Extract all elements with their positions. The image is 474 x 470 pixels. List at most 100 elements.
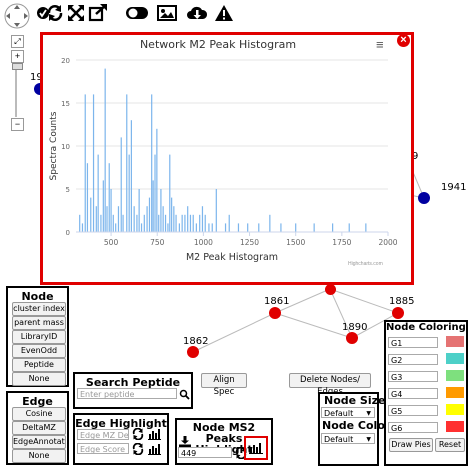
zoom-slider[interactable]	[15, 63, 17, 117]
group-g3-input[interactable]: G3	[388, 371, 438, 382]
delete-nodes-edges-button[interactable]: Delete Nodes/ Edges	[289, 373, 371, 397]
histogram-chart: 0 5 10 15 20 500 750 1000 1250 1500 1750 2000 M2 Pea…	[49, 57, 398, 263]
histogram-bar	[81, 223, 84, 232]
edge-label-deltamz-button[interactable]: DeltaMZ	[12, 421, 66, 435]
histogram-bar	[313, 223, 315, 232]
zoom-slider-handle[interactable]	[12, 63, 23, 70]
group-g5-color[interactable]	[446, 404, 464, 415]
fullscreen-icon[interactable]	[65, 3, 87, 23]
edge-label-none-button[interactable]: None	[12, 449, 66, 463]
network-node[interactable]	[187, 346, 199, 358]
edge-label-edgeannotation-button[interactable]: EdgeAnnotati	[12, 435, 66, 449]
search-icon[interactable]	[179, 387, 190, 400]
chart-menu-icon[interactable]: ≡	[376, 37, 384, 52]
histogram-bar	[152, 180, 154, 232]
zoom-out-button[interactable]: −	[11, 118, 24, 131]
histogram-bar	[108, 163, 110, 232]
histogram-bar	[171, 197, 173, 232]
ms2-histogram-button[interactable]	[244, 436, 268, 460]
histogram-bar	[130, 120, 132, 232]
edge-mz-delta-input[interactable]: Edge MZ Delta	[77, 429, 129, 440]
group-g4-input[interactable]: G4	[388, 388, 438, 399]
search-peptide-title: Search Peptide	[85, 376, 181, 389]
group-g5-input[interactable]: G5	[388, 405, 438, 416]
histogram-bar	[184, 214, 186, 232]
node-label-none-button[interactable]: None	[12, 372, 66, 386]
toggle-icon[interactable]	[124, 3, 150, 23]
x-tick-label: 1250	[240, 238, 259, 247]
group-g4-color[interactable]	[446, 387, 464, 398]
refresh-icon[interactable]	[44, 3, 66, 23]
network-node[interactable]	[392, 307, 404, 319]
histogram-bar	[79, 214, 81, 232]
node-label-evenodd-button[interactable]: EvenOdd	[12, 344, 66, 358]
pan-control[interactable]	[3, 2, 31, 30]
histogram-bar	[115, 223, 117, 232]
bar-chart-icon[interactable]	[148, 442, 161, 460]
histogram-bar	[120, 137, 122, 232]
histogram-bar	[247, 223, 249, 232]
refresh-icon[interactable]	[132, 427, 144, 445]
close-icon[interactable]: ×	[397, 34, 410, 47]
histogram-bar	[146, 206, 148, 232]
histogram-bar	[104, 68, 106, 232]
histogram-bar	[201, 206, 204, 232]
refresh-icon[interactable]	[132, 442, 144, 460]
node-size-select[interactable]: Default ▼	[321, 407, 375, 418]
group-g2-color[interactable]	[446, 353, 464, 364]
group-g2-input[interactable]: G2	[388, 354, 438, 365]
node-label-cluster-index-button[interactable]: cluster index	[12, 302, 66, 316]
fit-icon[interactable]: ⤢	[11, 35, 24, 48]
network-node[interactable]	[325, 284, 336, 295]
check-icon[interactable]	[32, 3, 54, 23]
network-node[interactable]	[269, 307, 281, 319]
histogram-bar	[102, 180, 104, 232]
search-peptide-input[interactable]: Enter peptide	[77, 388, 177, 399]
x-tick-label: 750	[150, 238, 165, 247]
download-icon[interactable]	[179, 434, 191, 452]
histogram-bar	[332, 223, 334, 232]
histogram-bar	[295, 223, 297, 232]
reset-button[interactable]: Reset	[435, 438, 465, 452]
node-label: 19	[30, 72, 43, 83]
group-g1-input[interactable]: G1	[388, 337, 438, 348]
node-label-peptide-button[interactable]: Peptide	[12, 358, 66, 372]
node-ms2-value-input[interactable]: 449	[178, 447, 232, 458]
group-g3-color[interactable]	[446, 370, 464, 381]
x-tick-label: 500	[104, 238, 119, 247]
zoom-in-button[interactable]: +	[11, 50, 24, 63]
histogram-bar	[148, 197, 151, 232]
node-label-parent-mass-button[interactable]: parent mass	[12, 316, 66, 330]
histogram-bar	[140, 223, 143, 232]
edge-score-min-input[interactable]: Edge Score Mi	[77, 443, 129, 454]
node-label: 9	[412, 151, 419, 162]
cloud-download-icon[interactable]	[185, 3, 209, 23]
histogram-bar	[136, 214, 138, 232]
draw-pies-button[interactable]: Draw Pies	[389, 438, 433, 452]
align-spec-button[interactable]: Align Spec	[201, 373, 247, 397]
node-color-select[interactable]: Default ▼	[321, 433, 375, 444]
warning-icon[interactable]	[212, 3, 236, 23]
histogram-bar	[151, 94, 153, 233]
histogram-bar	[86, 163, 89, 232]
group-g1-color[interactable]	[446, 336, 464, 347]
histogram-bar	[162, 206, 164, 232]
external-link-icon[interactable]	[87, 3, 109, 23]
network-node[interactable]	[418, 192, 430, 204]
x-axis-label: M2 Peak Histogram	[186, 252, 278, 263]
bar-chart-icon[interactable]	[249, 442, 263, 454]
edge-label-cosine-button[interactable]: Cosine	[12, 407, 66, 421]
bar-chart-icon[interactable]	[148, 427, 161, 445]
chevron-down-icon: ▼	[366, 410, 371, 417]
pan-control-icon[interactable]	[3, 2, 31, 30]
node-label-libraryid-button[interactable]: LibraryID	[12, 330, 66, 344]
node-coloring-title: Node Coloring	[386, 322, 466, 333]
image-icon[interactable]	[155, 3, 179, 23]
chevron-down-icon: ▼	[366, 436, 371, 443]
y-axis-label: Spectra Counts	[49, 111, 59, 180]
histogram-bar	[169, 154, 171, 232]
group-g6-input[interactable]: G6	[388, 422, 438, 433]
node-size-title: Node Size	[324, 394, 386, 407]
group-g6-color[interactable]	[446, 421, 464, 432]
network-node[interactable]	[346, 332, 358, 344]
